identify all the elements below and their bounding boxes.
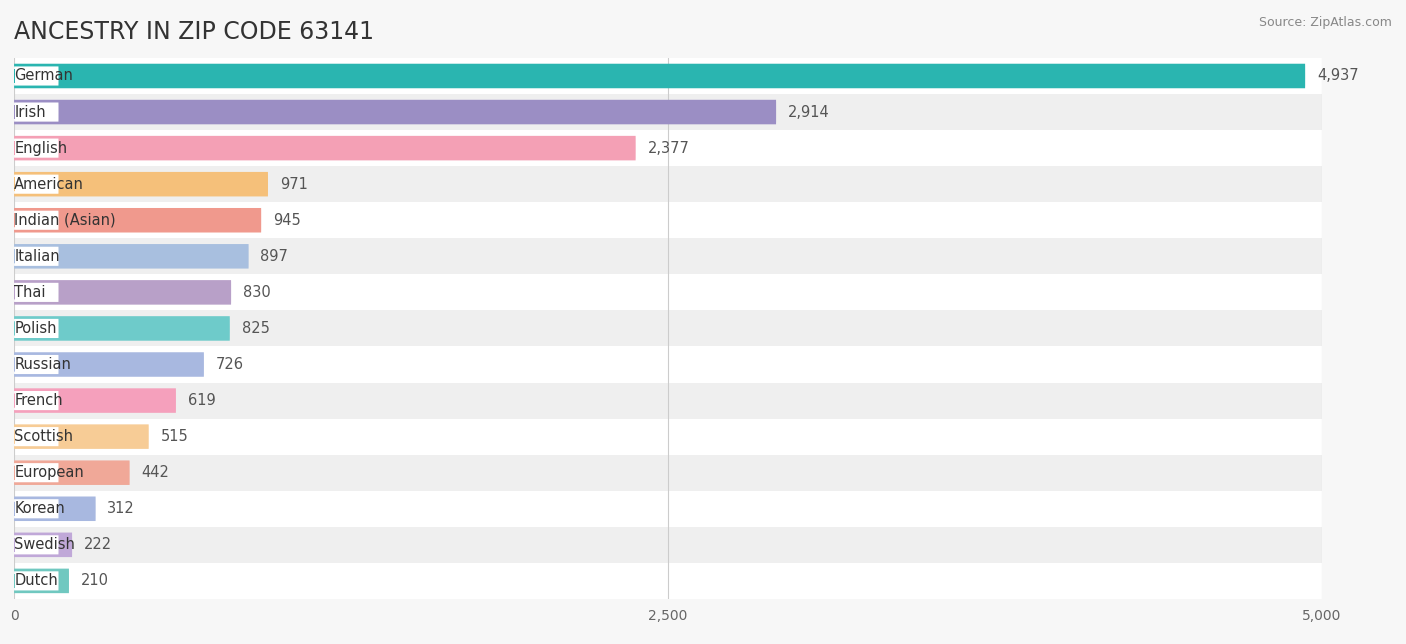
FancyBboxPatch shape [14, 172, 269, 196]
FancyBboxPatch shape [14, 66, 59, 86]
FancyBboxPatch shape [14, 535, 59, 554]
Bar [14, 346, 1322, 383]
FancyBboxPatch shape [14, 569, 69, 593]
Text: 515: 515 [160, 429, 188, 444]
Bar [14, 58, 1322, 94]
Text: Irish: Irish [14, 104, 46, 120]
Text: 971: 971 [280, 176, 308, 192]
Text: Dutch: Dutch [14, 573, 58, 589]
FancyBboxPatch shape [14, 175, 59, 194]
Bar [14, 166, 1322, 202]
FancyBboxPatch shape [14, 571, 59, 591]
Bar [14, 274, 1322, 310]
FancyBboxPatch shape [14, 355, 59, 374]
FancyBboxPatch shape [14, 211, 59, 230]
FancyBboxPatch shape [14, 388, 176, 413]
Text: ANCESTRY IN ZIP CODE 63141: ANCESTRY IN ZIP CODE 63141 [14, 19, 374, 44]
Text: Russian: Russian [14, 357, 72, 372]
FancyBboxPatch shape [14, 533, 72, 557]
Bar [14, 202, 1322, 238]
FancyBboxPatch shape [14, 244, 249, 269]
Text: 945: 945 [273, 213, 301, 228]
Text: Source: ZipAtlas.com: Source: ZipAtlas.com [1258, 16, 1392, 29]
Bar [14, 238, 1322, 274]
Text: Swedish: Swedish [14, 537, 75, 553]
Bar [14, 455, 1322, 491]
Text: French: French [14, 393, 63, 408]
Text: English: English [14, 140, 67, 156]
Text: Polish: Polish [14, 321, 56, 336]
Text: American: American [14, 176, 84, 192]
FancyBboxPatch shape [14, 427, 59, 446]
Text: 2,377: 2,377 [647, 140, 689, 156]
Bar [14, 310, 1322, 346]
Text: Korean: Korean [14, 501, 65, 516]
FancyBboxPatch shape [14, 283, 59, 302]
Bar [14, 527, 1322, 563]
FancyBboxPatch shape [14, 391, 59, 410]
FancyBboxPatch shape [14, 497, 96, 521]
Bar [14, 130, 1322, 166]
FancyBboxPatch shape [14, 424, 149, 449]
FancyBboxPatch shape [14, 138, 59, 158]
FancyBboxPatch shape [14, 280, 231, 305]
FancyBboxPatch shape [14, 208, 262, 232]
Bar [14, 491, 1322, 527]
FancyBboxPatch shape [14, 247, 59, 266]
FancyBboxPatch shape [14, 64, 1305, 88]
FancyBboxPatch shape [14, 100, 776, 124]
FancyBboxPatch shape [14, 102, 59, 122]
Text: Italian: Italian [14, 249, 60, 264]
Text: 2,914: 2,914 [787, 104, 830, 120]
FancyBboxPatch shape [14, 316, 229, 341]
Text: 619: 619 [188, 393, 215, 408]
Text: European: European [14, 465, 84, 480]
FancyBboxPatch shape [14, 352, 204, 377]
Text: 312: 312 [107, 501, 135, 516]
Bar [14, 383, 1322, 419]
Text: 4,937: 4,937 [1317, 68, 1358, 84]
Text: 897: 897 [260, 249, 288, 264]
Text: 442: 442 [142, 465, 169, 480]
Text: 222: 222 [84, 537, 112, 553]
FancyBboxPatch shape [14, 319, 59, 338]
Text: German: German [14, 68, 73, 84]
Bar [14, 419, 1322, 455]
Bar [14, 94, 1322, 130]
Text: 726: 726 [215, 357, 243, 372]
Text: Indian (Asian): Indian (Asian) [14, 213, 115, 228]
Text: 210: 210 [80, 573, 108, 589]
FancyBboxPatch shape [14, 136, 636, 160]
Text: 825: 825 [242, 321, 270, 336]
FancyBboxPatch shape [14, 499, 59, 518]
Text: 830: 830 [243, 285, 270, 300]
Text: Thai: Thai [14, 285, 45, 300]
FancyBboxPatch shape [14, 460, 129, 485]
FancyBboxPatch shape [14, 463, 59, 482]
Text: Scottish: Scottish [14, 429, 73, 444]
Bar [14, 563, 1322, 599]
